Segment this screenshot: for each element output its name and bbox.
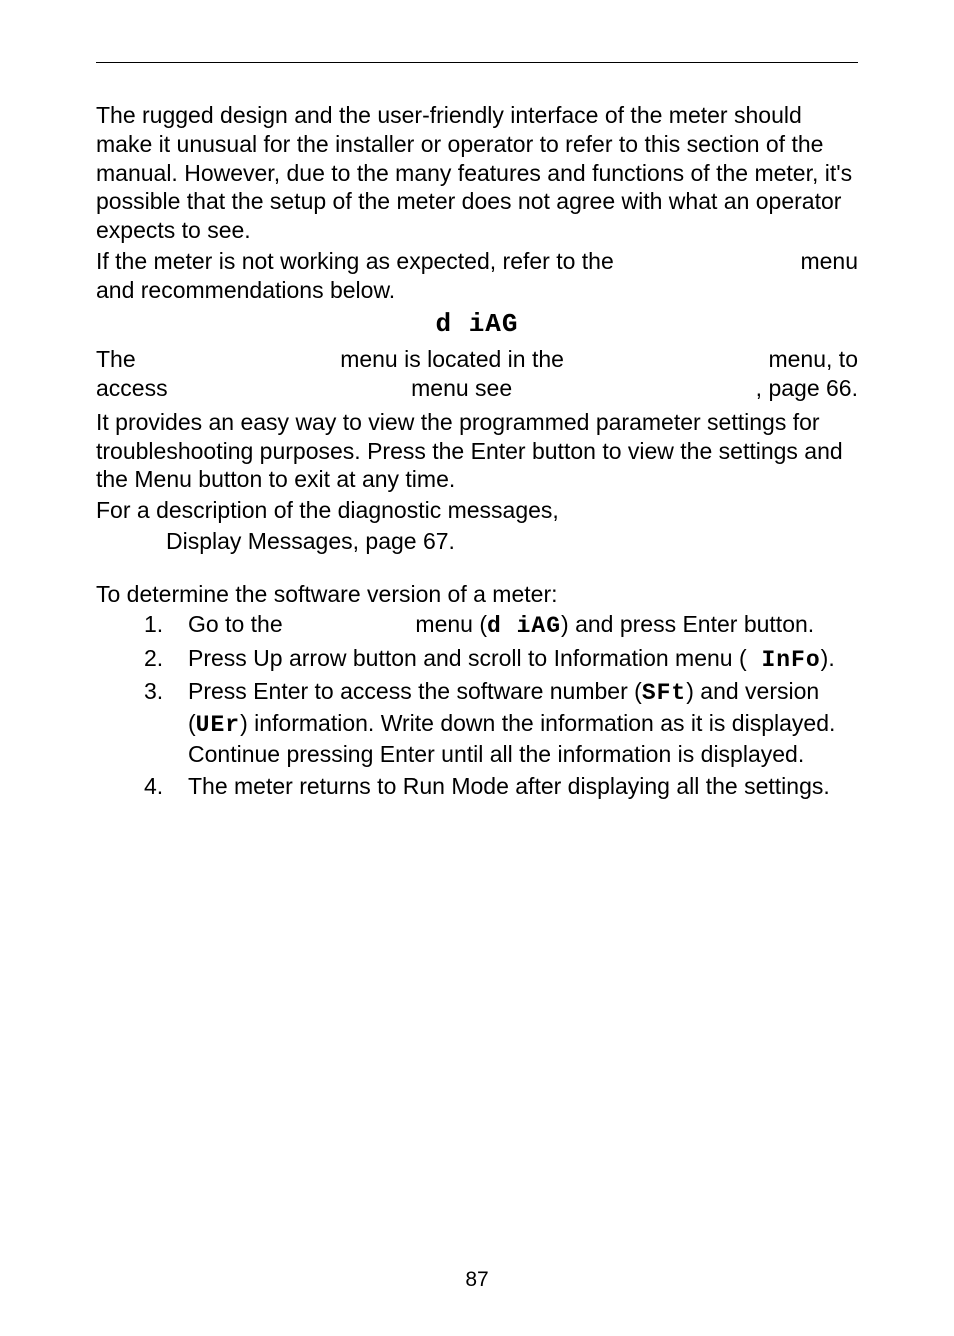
location-line-1: The menu is located in the menu, to <box>96 345 858 374</box>
loc-l2a: access <box>96 374 168 403</box>
list-item: 2. Press Up arrow button and scroll to I… <box>96 644 858 675</box>
list-item: 4. The meter returns to Run Mode after d… <box>96 772 858 801</box>
li1-mid: menu ( <box>415 611 487 637</box>
loc-l2c: , page 66. <box>756 374 858 403</box>
li3-l2-pre: ( <box>188 710 196 736</box>
list-number-4: 4. <box>96 772 188 801</box>
intro-paragraph-1: The rugged design and the user-friendly … <box>96 101 858 245</box>
loc-l1b: menu is located in the <box>340 345 564 374</box>
li2-code: InFo <box>747 647 821 673</box>
list-text-1: Go to the menu (d iAG) and press Enter b… <box>188 610 858 641</box>
loc-l1c: menu, to <box>768 345 858 374</box>
location-line-2: access menu see , page 66. <box>96 374 858 403</box>
li3-code1: SFt <box>642 680 686 706</box>
list-number-2: 2. <box>96 644 188 675</box>
intro-paragraph-2-line1: If the meter is not working as expected,… <box>96 247 858 276</box>
li1-pre: Go to the <box>188 611 283 637</box>
intro-paragraph-2-line2: and recommendations below. <box>96 276 858 305</box>
page-number: 87 <box>0 1268 954 1292</box>
li2-pre: Press Up arrow button and scroll to Info… <box>188 645 747 671</box>
li1-code: d iAG <box>487 613 561 639</box>
list-number-3: 3. <box>96 677 188 769</box>
intro-p2-left: If the meter is not working as expected,… <box>96 247 614 276</box>
loc-l1a: The <box>96 345 136 374</box>
desc-paragraph-1: It provides an easy way to view the prog… <box>96 408 858 494</box>
desc-paragraph-3: Display Messages, page 67. <box>96 527 858 556</box>
li3-code2: UEr <box>196 712 240 738</box>
li2-post: ). <box>821 645 835 671</box>
top-rule <box>96 62 858 63</box>
list-text-4: The meter returns to Run Mode after disp… <box>188 772 858 801</box>
li3-l1-pre: Press Enter to access the software numbe… <box>188 678 642 704</box>
loc-l2b: menu see <box>411 374 512 403</box>
intro-p2-right: menu <box>800 247 858 276</box>
software-version-list: 1. Go to the menu (d iAG) and press Ente… <box>96 610 858 801</box>
diag-menu-code: d iAG <box>96 309 858 339</box>
desc-paragraph-2: For a description of the diagnostic mess… <box>96 496 858 525</box>
li3-l2-post: ) information. Write down the informatio… <box>188 710 835 767</box>
list-item: 1. Go to the menu (d iAG) and press Ente… <box>96 610 858 641</box>
li1-post: ) and press Enter button. <box>561 611 814 637</box>
list-text-3: Press Enter to access the software numbe… <box>188 677 858 769</box>
li3-l1-mid: ) and version <box>686 678 819 704</box>
list-text-2: Press Up arrow button and scroll to Info… <box>188 644 858 675</box>
list-number-1: 1. <box>96 610 188 641</box>
software-version-lead: To determine the software version of a m… <box>96 580 858 609</box>
list-item: 3. Press Enter to access the software nu… <box>96 677 858 769</box>
